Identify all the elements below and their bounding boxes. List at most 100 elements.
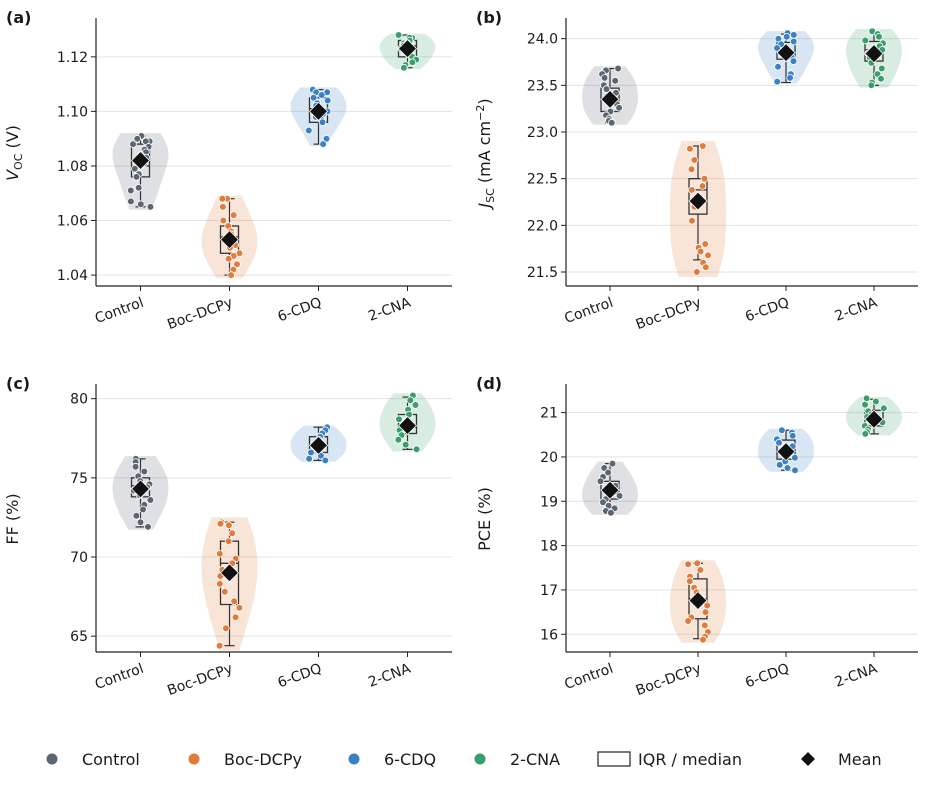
- legend-label: Mean: [838, 750, 882, 769]
- data-point: [227, 271, 235, 279]
- data-point: [775, 438, 783, 447]
- y-axis-label: PCE (%): [475, 487, 494, 551]
- data-point: [877, 64, 886, 73]
- legend-item-boc-dcpy: Boc-DCPy: [188, 750, 302, 769]
- data-point: [139, 505, 147, 514]
- data-point: [127, 197, 135, 206]
- y-tick-label: 65: [70, 629, 88, 645]
- data-point: [231, 613, 240, 621]
- data-point: [216, 519, 225, 528]
- y-tick-label: 18: [540, 539, 558, 555]
- y-tick-label: 75: [70, 471, 88, 487]
- data-point: [131, 462, 140, 471]
- data-point: [775, 461, 784, 469]
- data-point: [875, 32, 883, 41]
- data-point: [132, 173, 141, 181]
- data-point: [685, 577, 694, 585]
- y-axis-label: JSC (mA cm−2): [474, 98, 497, 210]
- data-point: [224, 537, 233, 545]
- data-point: [684, 617, 692, 625]
- legend-dot: [46, 753, 58, 765]
- data-point: [222, 624, 230, 633]
- data-point: [788, 431, 797, 440]
- x-tick-label: Boc-DCPy: [165, 295, 235, 333]
- legend-item-mean: Mean: [801, 750, 882, 769]
- data-point: [696, 247, 705, 256]
- mean-marker-2-CNA: [397, 39, 418, 59]
- legend-label: IQR / median: [638, 750, 742, 769]
- y-tick-label: 80: [70, 392, 88, 408]
- mean-marker-6-CDQ: [308, 435, 329, 455]
- data-point: [323, 96, 332, 105]
- data-point: [791, 453, 799, 462]
- data-point: [698, 182, 707, 190]
- data-point: [400, 63, 408, 72]
- data-point: [701, 608, 710, 616]
- data-point: [221, 587, 229, 596]
- data-point: [692, 268, 701, 276]
- panel-c: 65 70 75 80 Control Boc-DCPy 6-CDQ 2-CNA FF (%) (…: [3, 374, 452, 699]
- data-point: [230, 597, 239, 606]
- data-point: [604, 468, 612, 477]
- data-point: [773, 44, 781, 52]
- legend-item-6-cdq: 6-CDQ: [348, 750, 436, 769]
- y-tick-label: 19: [540, 494, 558, 510]
- data-point: [317, 91, 326, 99]
- mean-marker-6-CDQ: [776, 43, 796, 63]
- data-point: [861, 430, 870, 438]
- mean-marker-2-CNA: [864, 44, 884, 64]
- data-point: [687, 186, 696, 194]
- data-point: [304, 126, 313, 135]
- y-axis-label: VOC (V): [3, 125, 25, 181]
- data-point: [412, 445, 421, 454]
- data-point: [867, 81, 876, 90]
- data-point: [136, 518, 145, 526]
- data-point: [140, 467, 149, 476]
- legend-label: Boc-DCPy: [224, 750, 302, 769]
- mean-marker-Boc-DCPy: [219, 230, 240, 250]
- data-point: [778, 426, 786, 435]
- data-point: [318, 118, 327, 127]
- data-point: [144, 523, 152, 531]
- x-tick-label: 6-CDQ: [276, 295, 324, 326]
- x-tick-label: 6-CDQ: [743, 295, 791, 326]
- data-point: [693, 559, 701, 568]
- legend-box: [597, 751, 631, 767]
- data-point: [608, 459, 617, 468]
- panel-label: (d): [476, 374, 502, 393]
- data-point: [599, 498, 607, 507]
- data-point: [861, 400, 869, 409]
- legend-dot: [474, 753, 486, 765]
- x-tick-label: Boc-DCPy: [634, 661, 704, 699]
- y-tick-label: 1.04: [57, 268, 88, 284]
- panel-label: (c): [6, 374, 30, 393]
- data-point: [146, 496, 155, 504]
- data-point: [235, 603, 244, 612]
- legend-item-iqr-median: IQR / median: [597, 750, 742, 769]
- data-point: [700, 174, 709, 183]
- x-tick-label: 2-CNA: [366, 661, 413, 691]
- x-tick-label: Boc-DCPy: [634, 295, 704, 333]
- x-tick-label: Control: [562, 661, 615, 693]
- data-point: [137, 200, 145, 209]
- data-point: [614, 64, 622, 73]
- data-point: [789, 31, 798, 39]
- data-point: [611, 76, 619, 85]
- data-point: [394, 435, 403, 444]
- legend: Control Boc-DCPy 6-CDQ 2-CNA IQR / median Mea…: [46, 750, 882, 769]
- y-tick-label: 22.0: [527, 218, 558, 234]
- data-point: [872, 397, 880, 406]
- panel-b: 21.5 22.0 22.5 23.0 23.5 24.0 Control Boc-DCPy 6…: [474, 8, 918, 333]
- data-point: [229, 211, 238, 219]
- y-tick-label: 70: [70, 550, 88, 566]
- mean-marker-Control: [600, 480, 620, 500]
- data-point: [877, 75, 885, 83]
- legend-dot: [188, 753, 200, 765]
- legend-item-control: Control: [46, 750, 140, 769]
- data-point: [133, 134, 142, 143]
- data-point: [225, 521, 233, 530]
- data-point: [862, 394, 871, 403]
- data-point: [688, 216, 696, 225]
- mean-marker-Boc-DCPy: [688, 591, 708, 611]
